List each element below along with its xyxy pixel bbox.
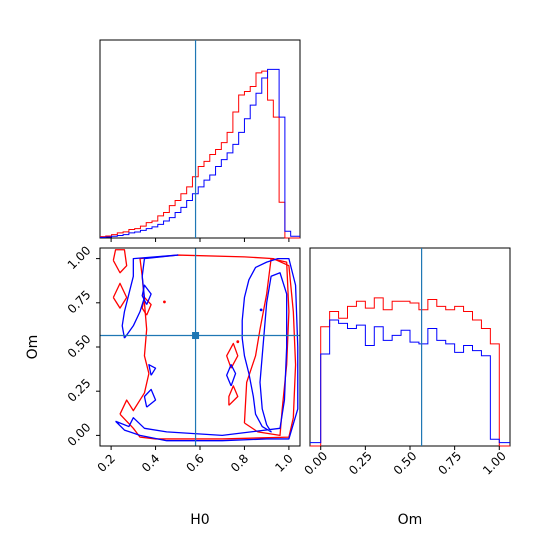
contour-y-tick-label: 1.00 bbox=[65, 243, 94, 272]
panel-h0-histogram bbox=[99, 39, 301, 242]
contour-sample-a bbox=[228, 385, 239, 406]
frame-h0-om-contour bbox=[99, 247, 301, 447]
contour-sample-a bbox=[119, 254, 297, 440]
contour-y-tick-label: 0.75 bbox=[65, 288, 94, 317]
frame-om-histogram bbox=[309, 247, 511, 447]
contour-y-tick-label: 0.00 bbox=[65, 420, 94, 449]
hist-h0-sample-b bbox=[100, 68, 300, 238]
x-axis-label-om: Om bbox=[398, 512, 423, 528]
contour-group bbox=[112, 249, 299, 442]
contour-sample-b bbox=[115, 257, 299, 442]
contour-x-tick-label: 0.4 bbox=[139, 451, 162, 474]
contour-x-tick-label: 0.8 bbox=[228, 451, 251, 474]
contour-sample-a bbox=[243, 257, 290, 437]
contour-x-tick-label: 1.0 bbox=[272, 451, 295, 474]
x-axis-label-h0: H0 bbox=[190, 512, 209, 528]
hist-om-sample-a bbox=[310, 297, 510, 447]
om-hist-x-tick-label: 0.75 bbox=[435, 449, 464, 478]
contour-sample-b bbox=[143, 388, 157, 408]
panel-om-histogram: 0.00 0.25 0.50 0.75 1.00 bbox=[301, 247, 511, 478]
contour-y-tick-label: 0.25 bbox=[65, 376, 94, 405]
contour-sample-b bbox=[121, 254, 179, 339]
om-hist-x-tick-label: 1.00 bbox=[480, 449, 509, 478]
contour-sample-b bbox=[148, 364, 157, 376]
contour-sample-a bbox=[112, 249, 128, 274]
contour-point-sample-b bbox=[259, 308, 263, 312]
contour-sample-a bbox=[112, 282, 128, 309]
om-hist-x-tick-label: 0.25 bbox=[346, 449, 375, 478]
y-axis-label-om: Om bbox=[25, 335, 41, 360]
truth-marker bbox=[192, 332, 200, 340]
om-hist-x-tick-label: 0.50 bbox=[391, 449, 420, 478]
contour-sample-a bbox=[226, 342, 239, 369]
contour-point-sample-a bbox=[163, 300, 166, 304]
hist-h0-sample-a bbox=[100, 70, 300, 239]
om-hist-x-tick-label: 0.00 bbox=[301, 449, 330, 478]
hist-om-sample-b bbox=[310, 319, 510, 444]
contour-sample-b bbox=[226, 364, 237, 387]
contour-x-tick-label: 0.2 bbox=[95, 451, 118, 474]
panel-h0-om-contour: 0.2 0.4 0.6 0.8 1.0 0.00 0.25 0.50 0.75 1.00 bbox=[65, 243, 301, 475]
contour-sample-b bbox=[141, 284, 152, 305]
contour-point-sample-a bbox=[236, 340, 240, 344]
contour-x-tick-label: 0.6 bbox=[183, 451, 206, 474]
contour-y-tick-label: 0.50 bbox=[65, 332, 94, 361]
